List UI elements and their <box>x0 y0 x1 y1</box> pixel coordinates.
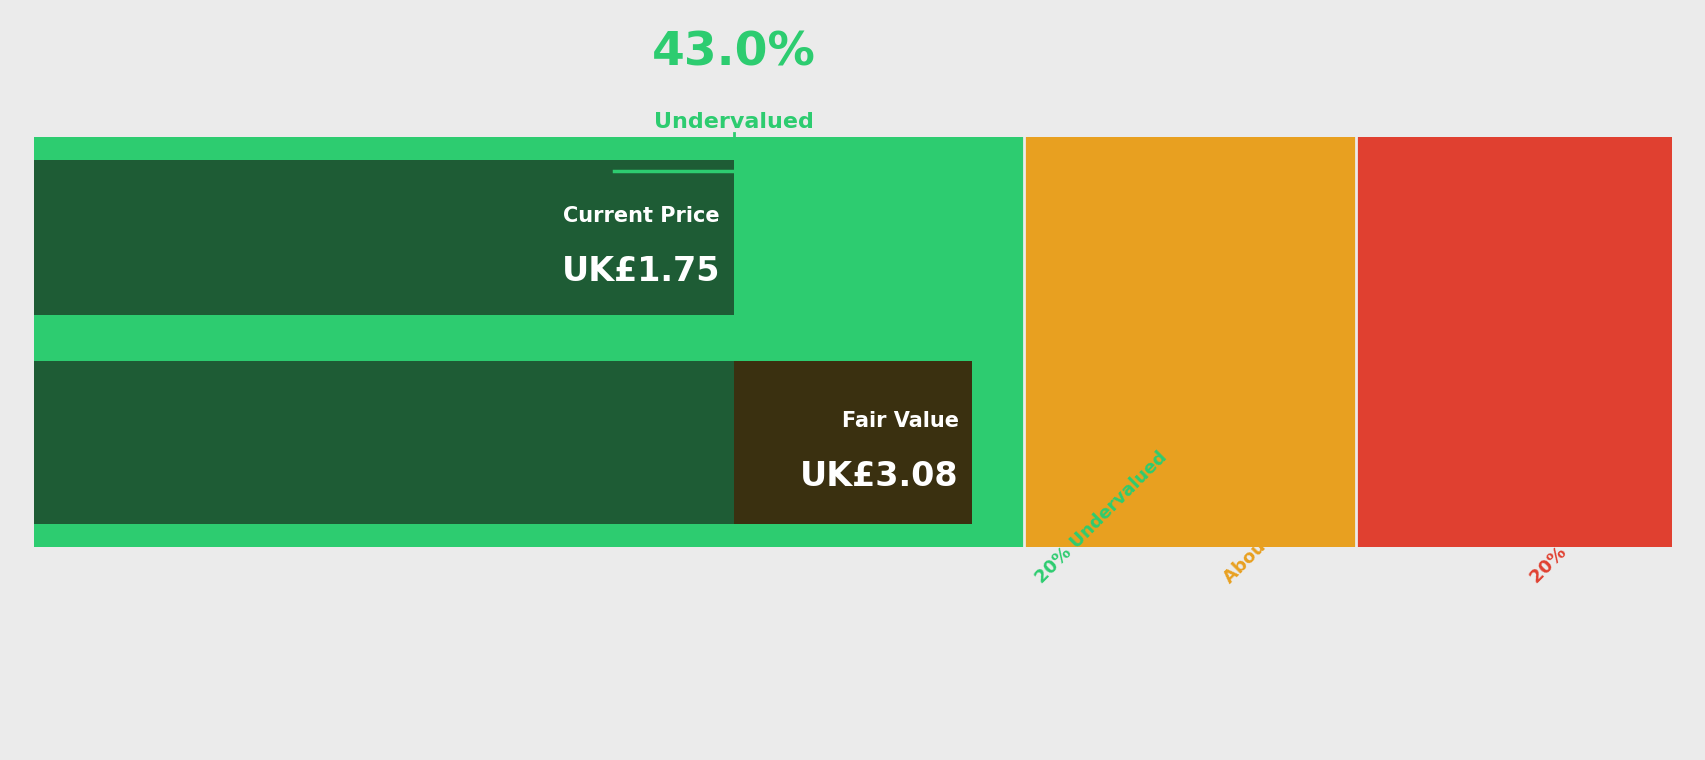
Bar <box>1023 137 1355 547</box>
Text: Current Price: Current Price <box>563 206 720 226</box>
Text: 43.0%: 43.0% <box>651 30 815 76</box>
Text: UK£1.75: UK£1.75 <box>561 255 720 288</box>
Bar <box>1355 137 1671 547</box>
Text: 20% Undervalued: 20% Undervalued <box>1032 448 1170 587</box>
Bar <box>34 361 972 524</box>
Bar <box>733 361 972 524</box>
Text: 20% Overvalued: 20% Overvalued <box>1526 457 1656 587</box>
Text: About Right: About Right <box>1219 489 1316 587</box>
Bar <box>34 137 1023 547</box>
Bar <box>34 160 733 315</box>
Text: Undervalued: Undervalued <box>653 112 813 131</box>
Text: UK£3.08: UK£3.08 <box>800 461 958 493</box>
Text: Fair Value: Fair Value <box>841 411 958 432</box>
